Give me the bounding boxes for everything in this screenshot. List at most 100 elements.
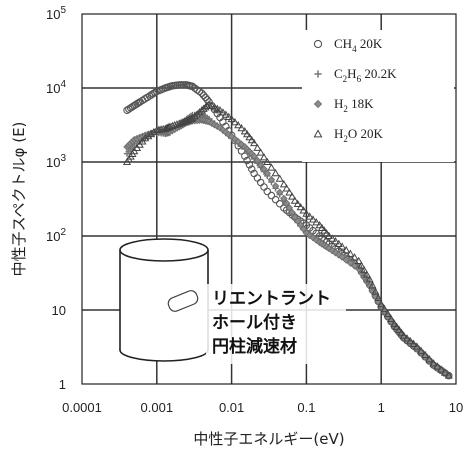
data-point-diamond [260, 165, 268, 173]
data-point-triangle [293, 199, 302, 208]
data-point-triangle [368, 281, 377, 289]
data-point-triangle [308, 215, 318, 223]
data-point-diamond [331, 248, 340, 257]
data-point-triangle [237, 124, 246, 132]
data-point-triangle [227, 114, 236, 123]
legend-label: H2O 20K [334, 126, 384, 144]
data-point-triangle [215, 106, 225, 114]
data-point-triangle [224, 112, 233, 120]
data-point-diamond [350, 262, 359, 270]
legend-item: C2H6 20.2K [314, 66, 397, 84]
data-point-triangle [429, 359, 438, 367]
data-point-triangle [168, 121, 177, 129]
data-point-triangle [380, 304, 389, 313]
data-point-circle [243, 156, 251, 165]
data-point-diamond [328, 246, 336, 255]
inset-label-background [206, 284, 346, 364]
y-tick-label: 10 [52, 303, 66, 318]
data-point-triangle [421, 350, 430, 359]
x-tick-label: 1 [378, 400, 385, 415]
data-point-triangle [412, 342, 421, 350]
data-point-triangle [170, 120, 179, 129]
data-point-triangle [267, 163, 276, 171]
data-point-triangle [256, 148, 265, 156]
x-tick-label: 0.1 [297, 400, 315, 415]
data-point-triangle [279, 180, 288, 188]
legend-text-part: C [334, 66, 343, 81]
data-point-triangle [444, 371, 453, 379]
data-point-circle [199, 91, 208, 100]
data-point-diamond [237, 140, 246, 149]
data-point-triangle [313, 129, 323, 138]
legend-subscript: 6 [357, 74, 362, 84]
data-point-triangle [394, 325, 404, 333]
legend-label: C2H6 20.2K [334, 66, 397, 84]
legend-item: CH4 20K [313, 36, 383, 54]
data-point-triangle [402, 334, 412, 342]
x-tick-label: 0.001 [141, 400, 174, 415]
data-point-triangle [425, 354, 434, 363]
legend-text-part: H [347, 66, 356, 81]
data-point-circle [256, 178, 265, 187]
data-point-triangle [285, 188, 294, 196]
x-axis-title: 中性子エネルギー(eV) [193, 430, 344, 448]
data-point-triangle [371, 287, 380, 295]
data-point-triangle [247, 135, 256, 144]
data-point-triangle [437, 365, 446, 373]
data-point-triangle [290, 196, 299, 204]
y-tick-exponent: 5 [60, 5, 66, 16]
plot-frame [81, 13, 457, 385]
data-point-triangle [377, 299, 386, 308]
y-tick-exponent: 4 [60, 79, 66, 90]
cylinder-top [119, 238, 209, 262]
data-point-circle [201, 93, 210, 102]
data-point-triangle [331, 237, 340, 245]
data-point-triangle [218, 108, 227, 116]
legend-subscript: 2 [343, 104, 348, 114]
data-point-triangle [299, 206, 308, 214]
data-point-diamond [280, 194, 288, 203]
data-point-triangle [275, 174, 284, 182]
reentrant-hole [167, 290, 199, 312]
legend-label: H2 18K [334, 96, 374, 114]
data-point-circle [253, 174, 262, 182]
data-point-circle [245, 161, 254, 169]
data-point-diamond [216, 124, 224, 132]
data-point-diamond [346, 259, 355, 267]
data-point-triangle [234, 120, 243, 129]
data-point-triangle [296, 202, 305, 211]
data-point-triangle [190, 112, 199, 120]
data-point-circle [267, 191, 276, 200]
data-point-diamond [250, 152, 258, 160]
data-series [122, 81, 453, 380]
data-point-diamond [313, 99, 323, 109]
data-point-triangle [354, 256, 363, 265]
data-point-triangle [346, 249, 355, 257]
data-point-triangle [195, 108, 204, 116]
data-point-triangle [203, 101, 212, 109]
legend-item: H2 18K [313, 96, 374, 114]
data-point-circle [275, 200, 284, 208]
data-point-diamond [263, 169, 272, 178]
y-tick-label: 103 [46, 153, 66, 170]
data-point-circle [134, 99, 143, 107]
data-point-triangle [362, 270, 371, 278]
y-tick-exponent: 3 [60, 153, 66, 164]
data-point-triangle [357, 261, 366, 269]
data-point-triangle [374, 293, 383, 301]
legend-subscript: 2 [343, 134, 348, 144]
data-point-triangle [245, 132, 254, 141]
legend-text-part: 18K [348, 96, 374, 111]
data-point-triangle [406, 336, 415, 345]
data-point-triangle [193, 110, 202, 118]
data-point-triangle [409, 339, 418, 347]
y-tick-exponent: 2 [60, 227, 66, 238]
data-point-circle [271, 195, 280, 204]
data-point-diamond [253, 156, 262, 165]
data-point-circle [195, 87, 204, 96]
y-tick-label: 105 [46, 5, 66, 22]
data-point-triangle [305, 212, 314, 220]
data-point-triangle [324, 231, 333, 240]
data-point-triangle [230, 117, 239, 126]
